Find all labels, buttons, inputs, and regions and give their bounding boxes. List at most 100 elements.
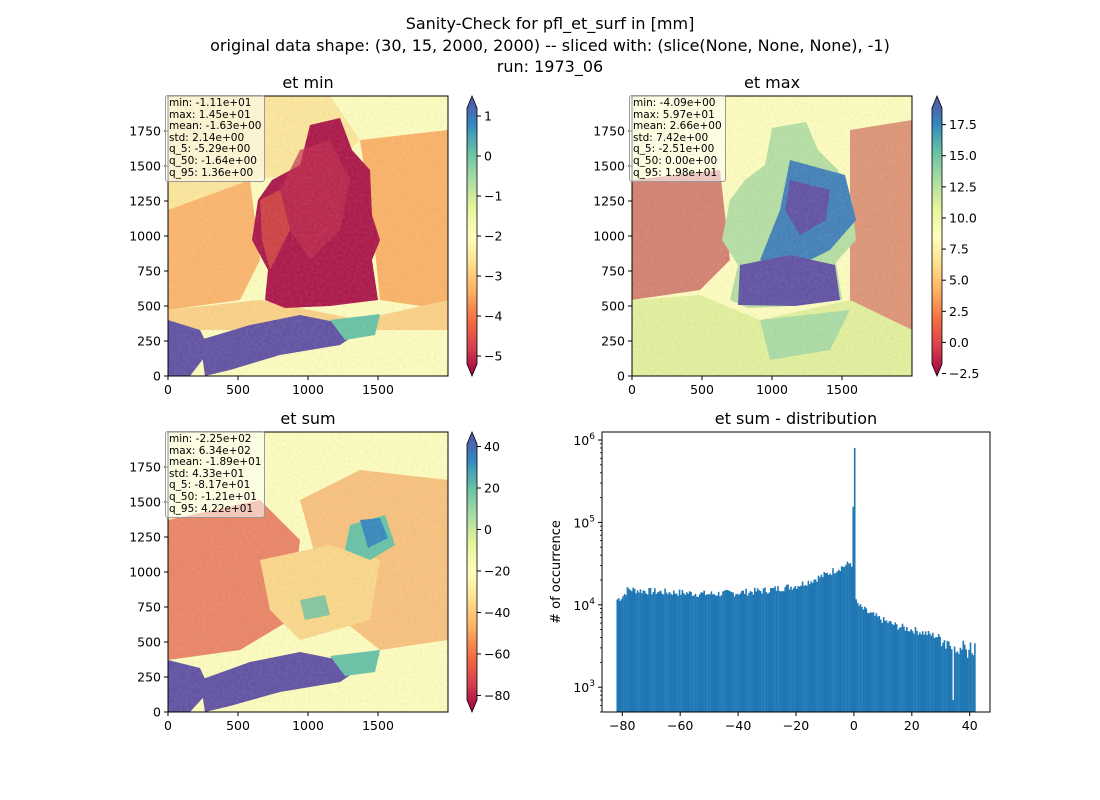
- histogram-bar: [845, 564, 847, 712]
- histogram-bar: [704, 595, 707, 712]
- histogram-bar: [817, 575, 820, 712]
- histogram-bar: [655, 594, 658, 712]
- histogram-bar: [761, 593, 763, 712]
- stat-line: std: 2.14e+00: [169, 131, 245, 144]
- et-max-y-tick-label: 1750: [593, 124, 625, 139]
- histogram-bar: [629, 590, 632, 712]
- histogram-bar: [820, 574, 823, 712]
- histogram-bar: [856, 602, 859, 712]
- et-min-y-tick-label: 1000: [129, 229, 161, 244]
- et-min-x-tick-label: 1000: [292, 382, 324, 397]
- et-min-colorbar-tick-label: −4: [484, 309, 502, 324]
- histogram-bar: [966, 657, 969, 712]
- histogram-bar: [901, 623, 904, 712]
- et-min-colorbar-tick-label: −1: [484, 189, 502, 204]
- et-min-x-tick-label: 0: [164, 382, 172, 397]
- stat-line: mean: -1.63e+00: [169, 120, 262, 133]
- histogram-bar: [685, 592, 688, 712]
- et-sum-x-ticks: 0 500 1000 1500: [164, 712, 394, 733]
- histogram-bar: [670, 593, 672, 712]
- histogram-bar: [767, 593, 769, 712]
- histogram-bar: [810, 581, 813, 712]
- histogram-bar: [887, 623, 889, 712]
- histogram-bar: [739, 593, 742, 712]
- stat-line: min: -1.11e+01: [169, 97, 252, 109]
- histogram-bar: [733, 596, 736, 712]
- et-max-colorbar-ticks: 17.5 15.0 12.5 10.0 7.5 5.0 2.5 0.0 −2.5: [942, 117, 979, 381]
- figure-title-line-2: original data shape: (30, 15, 2000, 2000…: [210, 36, 890, 55]
- histogram-bar: [633, 588, 636, 712]
- histogram-x-ticks: −80 −60 −40 −20 0 20 40: [609, 712, 978, 733]
- stat-line: q_50: -1.21e+01: [169, 490, 257, 503]
- histogram-bar: [635, 593, 637, 712]
- histogram-y-ticks: 103 104 105 106: [573, 432, 602, 713]
- histogram-bar: [632, 587, 635, 712]
- histogram-bar: [814, 579, 817, 712]
- histogram-bar: [687, 593, 690, 712]
- histogram-bar: [659, 590, 662, 712]
- histogram-bar: [936, 637, 939, 712]
- histogram-y-tick-label: 104: [573, 597, 595, 613]
- stat-line: min: -4.09e+00: [633, 97, 716, 109]
- histogram-bar: [974, 643, 976, 712]
- histogram-bar: [707, 594, 710, 712]
- histogram-bar: [717, 591, 720, 712]
- histogram-bar: [824, 573, 827, 712]
- histogram-bar: [861, 606, 863, 712]
- histogram-bar: [641, 593, 643, 712]
- histogram-bar: [879, 619, 882, 712]
- histogram-bar: [649, 587, 652, 712]
- histogram-bar: [626, 587, 629, 712]
- histogram-bar: [943, 640, 946, 712]
- histogram-bar: [840, 566, 843, 712]
- et-sum-x-tick-label: 1000: [292, 718, 324, 733]
- histogram-bar: [835, 572, 837, 712]
- histogram-bar: [625, 595, 627, 712]
- histogram-bar: [700, 592, 703, 712]
- histogram-bar: [917, 634, 920, 712]
- histogram-bar: [652, 592, 655, 712]
- histogram-bar: [788, 589, 791, 712]
- histogram-bar: [853, 447, 856, 712]
- histogram-bar: [643, 591, 646, 712]
- et-max-colorbar-tick-label: −2.5: [949, 366, 979, 381]
- histogram-x-tick-label: −40: [725, 718, 751, 733]
- histogram-bar: [638, 592, 640, 712]
- histogram-y-tick-label: 105: [573, 514, 595, 530]
- histogram-bar: [822, 577, 824, 712]
- histogram-bar: [787, 584, 789, 712]
- et-max-x-tick-label: 0: [628, 382, 636, 397]
- et-sum-y-tick-label: 250: [137, 670, 161, 685]
- et-min-y-tick-label: 750: [137, 264, 161, 279]
- histogram-bar: [668, 591, 671, 712]
- histogram-bar: [800, 585, 802, 712]
- histogram-bar: [908, 631, 911, 712]
- histogram-bar: [923, 634, 926, 712]
- histogram-bar: [884, 620, 886, 712]
- histogram-bar: [645, 593, 648, 712]
- et-min-y-tick-label: 1750: [129, 124, 161, 139]
- histogram-bar: [972, 655, 975, 712]
- histogram-bar: [809, 584, 811, 712]
- histogram-y-tick-label: 103: [573, 679, 595, 695]
- histogram-bar: [620, 599, 623, 712]
- histogram-bar: [762, 588, 765, 712]
- histogram-bar: [848, 563, 850, 712]
- histogram-bar: [910, 629, 912, 712]
- et-sum-colorbar-tick-label: −40: [484, 605, 510, 620]
- figure-title-line-1: Sanity-Check for pfl_et_surf in [mm]: [405, 14, 695, 33]
- et-max-colorbar-tick-label: 7.5: [949, 242, 969, 257]
- et-sum-title: et sum: [280, 409, 335, 428]
- et-sum-y-ticks: 0 250 500 750 1000 1250 1500 1750: [129, 460, 168, 720]
- histogram-bar: [920, 634, 923, 712]
- histogram-bar: [955, 652, 957, 712]
- et-min-y-tick-label: 250: [137, 334, 161, 349]
- histogram-bar: [895, 624, 898, 712]
- et-sum-y-tick-label: 500: [137, 635, 161, 650]
- histogram-bar: [764, 587, 766, 712]
- histogram-bar: [662, 594, 665, 712]
- histogram-bar: [916, 630, 918, 712]
- histogram-bar: [959, 647, 962, 712]
- histogram-bar: [671, 594, 674, 712]
- stat-line: q_95: 4.22e+01: [169, 502, 254, 515]
